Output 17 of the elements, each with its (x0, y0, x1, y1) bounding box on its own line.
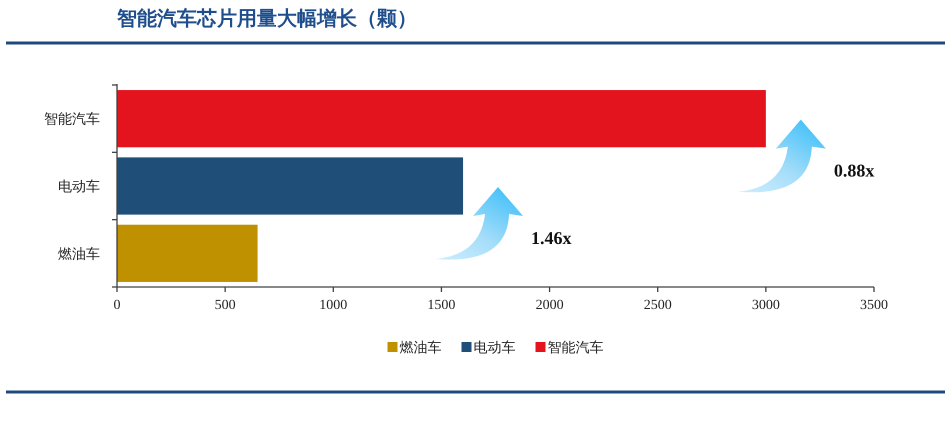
chart-title: 智能汽车芯片用量大幅增长（颗） (116, 7, 417, 30)
y-tick-label: 智能汽车 (44, 112, 100, 128)
x-tick-label: 1000 (319, 298, 348, 313)
x-tick-label: 2500 (644, 298, 672, 313)
x-tick-label: 500 (214, 298, 236, 313)
x-tick-label: 3500 (860, 298, 888, 313)
legend-label: 电动车 (474, 340, 516, 356)
x-tick-label: 0 (114, 298, 120, 313)
x-tick-label: 3000 (752, 298, 780, 313)
y-tick-label: 电动车 (58, 179, 100, 195)
annotation: 1.46x (531, 228, 572, 248)
legend-label: 智能汽车 (548, 340, 604, 356)
legend-label: 燃油车 (400, 340, 442, 356)
y-tick-label: 燃油车 (58, 246, 100, 262)
x-tick-label: 1500 (427, 298, 456, 313)
x-tick-label: 2000 (536, 298, 564, 313)
annotation: 0.88x (834, 160, 874, 181)
